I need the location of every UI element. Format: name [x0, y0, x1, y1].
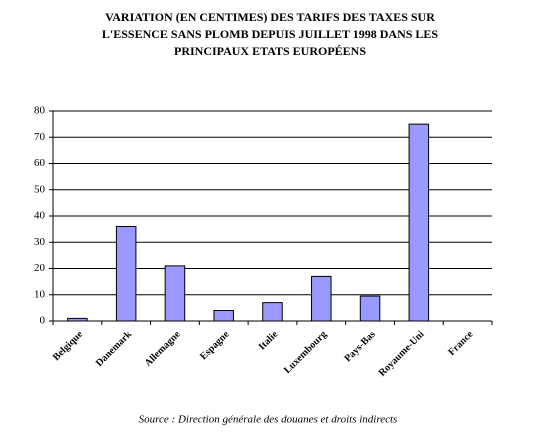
x-tick-label: Royaume-Uni — [377, 329, 427, 379]
bar — [67, 317, 88, 322]
y-tick-label: 70 — [34, 131, 46, 143]
x-tick-label: Espagne — [198, 329, 232, 363]
bar — [115, 226, 137, 322]
y-tick-label: 50 — [34, 183, 46, 195]
x-tick-label: Allemagne — [143, 329, 183, 369]
y-tick-label: 30 — [34, 236, 46, 248]
x-tick-label: Danemark — [94, 329, 134, 369]
y-tick-label: 40 — [34, 210, 46, 222]
chart-title: PRINCIPAUX ETATS EUROPÉENS — [174, 44, 366, 58]
y-tick-label: 80 — [34, 105, 46, 117]
bar — [359, 295, 381, 322]
x-tick-label: Italie — [257, 329, 281, 353]
y-tick-label: 10 — [34, 288, 46, 300]
bar — [311, 275, 332, 322]
bar — [262, 302, 283, 322]
x-tick-label: Belgique — [51, 329, 85, 363]
chart-title: VARIATION (EN CENTIMES) DES TARIFS DES T… — [105, 10, 435, 24]
bar — [213, 310, 234, 322]
x-tick-label: Luxembourg — [282, 329, 329, 376]
y-tick-label: 20 — [34, 262, 46, 274]
y-tick-label: 60 — [34, 157, 46, 169]
bar — [408, 123, 430, 322]
x-tick-label: Pays-Bas — [343, 329, 378, 364]
bar — [164, 265, 186, 322]
source-note: Source : Direction générale des douanes … — [139, 414, 398, 426]
chart-title: L'ESSENCE SANS PLOMB DEPUIS JUILLET 1998… — [102, 27, 439, 41]
y-tick-label: 0 — [40, 315, 46, 327]
x-tick-label: France — [446, 329, 475, 358]
